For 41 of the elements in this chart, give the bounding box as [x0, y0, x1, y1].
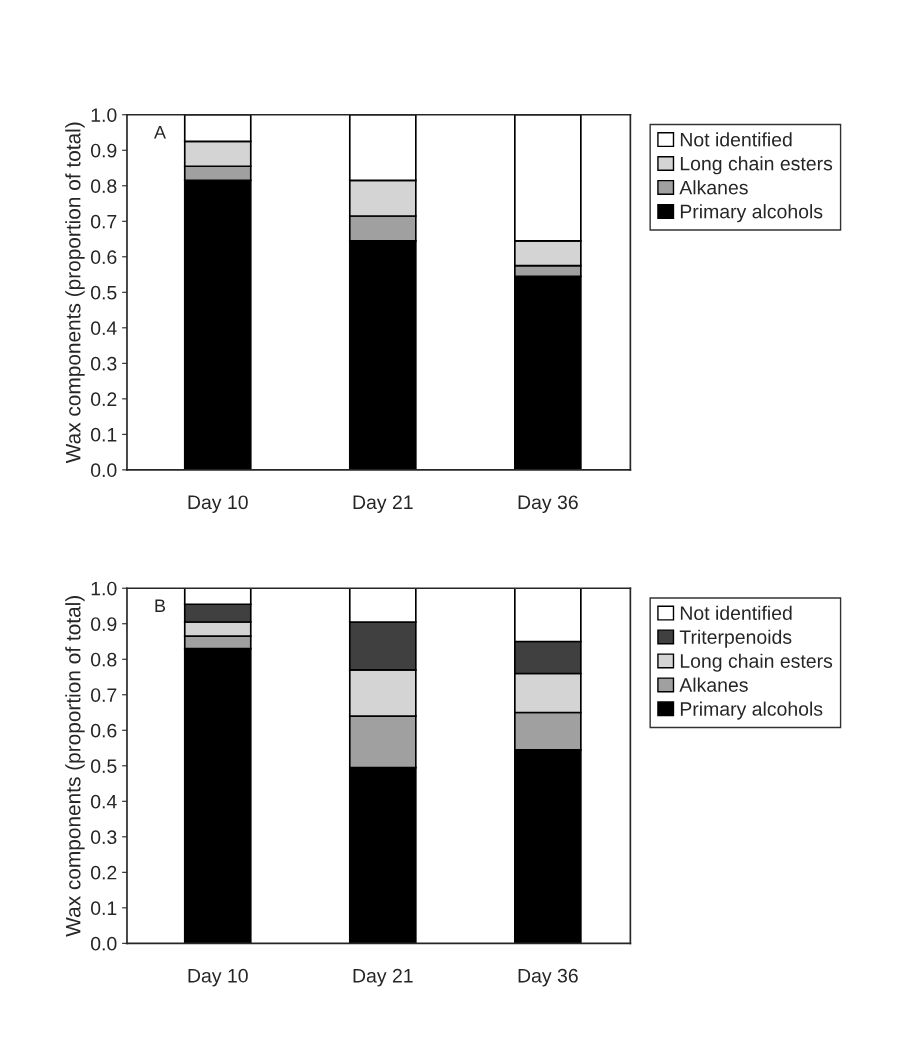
y-tick-label: 0.9 [90, 143, 117, 158]
y-tick-label: 0.8 [90, 179, 117, 194]
y-tick-label: 0.3 [90, 356, 117, 371]
annotation: B [155, 599, 166, 612]
y-tick-label: 0.2 [90, 865, 117, 880]
legend-label: Alkanes [679, 180, 748, 195]
y-tick-label: 1.0 [91, 108, 117, 122]
annotation: A [154, 126, 166, 139]
x-tick-label: Day 36 [518, 495, 578, 513]
y-tick-label: 0.2 [90, 392, 117, 407]
y-tick-label: 0.8 [90, 652, 117, 667]
x-tick-label: Day 36 [518, 968, 578, 987]
legend-label: Long chain esters [680, 156, 833, 175]
legend-label: Not identified [680, 605, 792, 621]
legend-label: Primary alcohols [680, 204, 823, 223]
y-tick-label: 0.0 [90, 463, 117, 478]
legend-label: Primary alcohols [680, 701, 823, 720]
y-tick-label: 0.5 [90, 285, 117, 300]
y-tick-label: 1.0 [91, 581, 117, 596]
x-tick-label: Day 10 [188, 968, 248, 987]
y-tick-label: 0.6 [90, 250, 117, 265]
y-tick-label: 0.4 [90, 794, 117, 809]
y-tick-label: 0.3 [90, 830, 117, 845]
y-tick-label: 0.7 [90, 688, 117, 702]
y-tick-label: 0.5 [90, 759, 117, 774]
y-tick-label: 0.6 [90, 723, 117, 738]
y-tick-label: 0.7 [90, 214, 117, 229]
legend-label: Long chain esters [680, 653, 833, 672]
x-tick-label: Day 21 [353, 495, 413, 513]
legend-label: Alkanes [679, 677, 748, 692]
x-tick-label: Day 10 [188, 495, 248, 513]
y-tick-label: 0.9 [90, 617, 117, 631]
x-tick-label: Day 21 [353, 968, 413, 987]
y-axis-title: Wax components (proportion of total) [65, 596, 85, 937]
y-tick-label: 0.0 [90, 936, 117, 951]
y-tick-label: 0.1 [90, 901, 117, 916]
y-axis-title: Wax components (proportion of total) [65, 122, 85, 464]
y-tick-label: 0.4 [90, 321, 117, 336]
legend-label: Not identified [680, 132, 792, 147]
y-tick-label: 0.1 [90, 427, 117, 442]
legend-label: Triterpenoids [679, 629, 792, 648]
